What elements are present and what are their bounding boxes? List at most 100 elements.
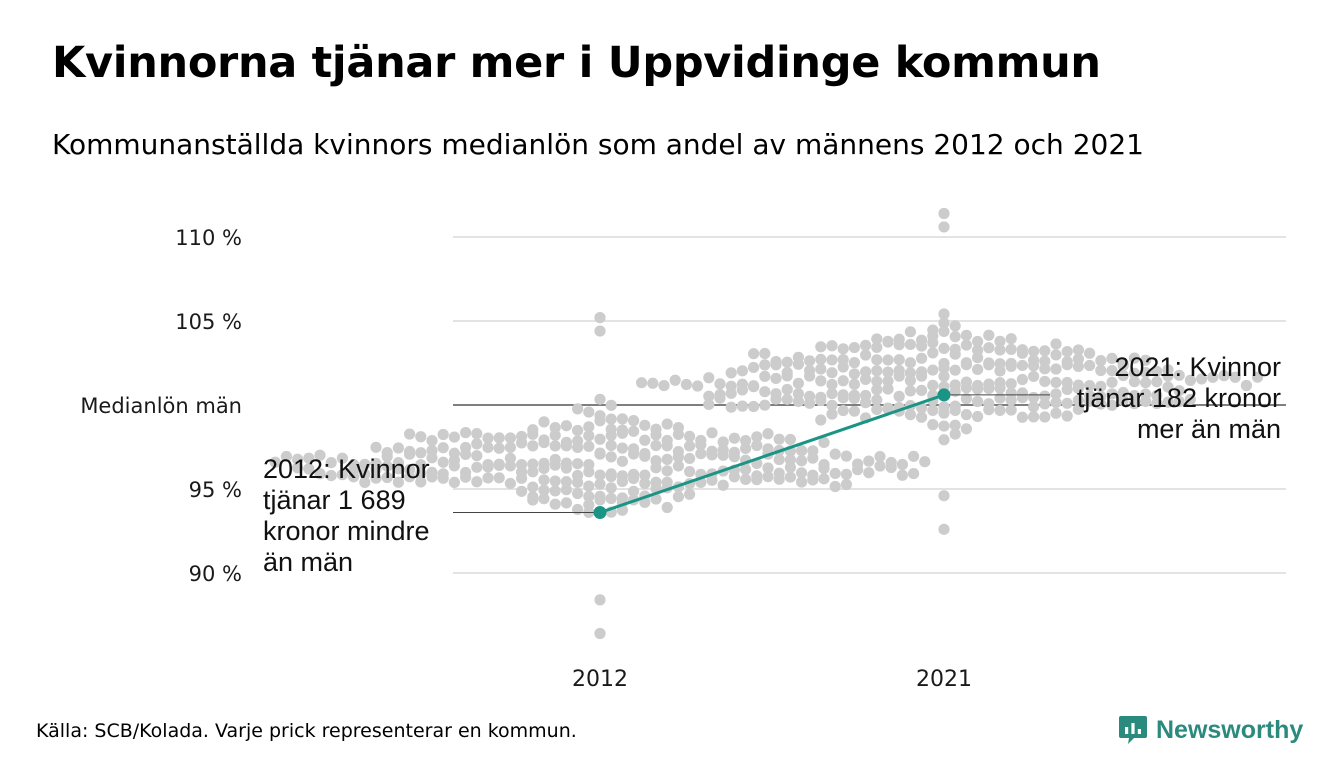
municipality-dot [1028,411,1040,423]
municipality-dot [1140,377,1152,389]
municipality-dot [919,456,931,468]
municipality-dot [1061,410,1073,422]
y-axis-labels: 110 % 105 % Medianlön män 95 % 90 % [80,226,242,586]
municipality-dot [1050,407,1062,419]
municipality-dot [882,375,894,387]
municipality-dot [938,308,950,320]
municipality-dot [628,485,640,497]
municipality-dot [740,463,752,476]
municipality-dot [325,469,337,482]
municipality-dot [460,471,472,483]
municipality-dot [871,333,883,345]
y-tick-label: 90 % [189,562,242,586]
municipality-dot [471,461,483,473]
municipality-dot [1039,398,1051,410]
municipality-dot [829,448,841,460]
municipality-dot [292,462,304,474]
municipality-dot [594,448,606,460]
municipality-dot [960,409,973,421]
municipality-dot [972,383,984,395]
municipality-dot [516,472,528,484]
municipality-dot [325,457,337,469]
municipality-dot [736,384,749,396]
municipality-dot [938,370,950,382]
municipality-dot [837,392,849,404]
municipality-dot [908,467,920,480]
municipality-dot [1072,344,1084,356]
municipality-dot [896,458,909,471]
municipality-dot [336,452,348,464]
municipality-dot [1039,363,1051,375]
municipality-dot [1095,398,1107,410]
municipality-dot [748,400,760,413]
municipality-dot [860,339,872,351]
municipality-dot [359,468,371,480]
municipality-dot [706,427,718,439]
municipality-dot [1095,380,1107,392]
municipality-dot [549,475,561,487]
municipality-dot [437,472,449,484]
municipality-dot [773,453,785,466]
municipality-dot [672,451,685,463]
annotation-2012: 2012: Kvinnor tjänar 1 689 kronor mindre än… [263,454,430,577]
municipality-dot [572,441,584,454]
municipality-dot [714,392,726,404]
municipality-dot [426,435,438,447]
municipality-dot [359,458,371,470]
highlight-line [599,393,945,514]
municipality-dot [661,418,673,430]
annotation-line: 2012: Kvinnor [263,454,430,484]
municipality-dot [938,420,950,432]
municipality-dot [796,445,808,457]
municipality-dot [1173,395,1185,408]
municipality-dot [538,462,550,475]
municipality-dot [792,388,805,400]
municipality-dot [759,370,771,382]
annotation-line: tjänar 1 689 [263,485,406,515]
municipality-dot [1106,376,1118,388]
municipality-dot [684,452,696,465]
municipality-dot [549,459,561,471]
municipality-dot [1005,343,1017,355]
municipality-dot [706,474,718,486]
municipality-dot [904,357,917,369]
municipality-dot [527,466,539,478]
municipality-dot [437,442,449,454]
municipality-dot [748,361,760,374]
municipality-dot [725,401,737,413]
municipality-dot [781,393,793,406]
municipality-dot [762,471,774,483]
municipality-dot [1140,395,1152,408]
y-tick-label: Medianlön män [80,394,242,418]
municipality-dot [1252,371,1264,383]
x-tick-label: 2021 [916,667,972,692]
municipality-dot [650,493,662,505]
municipality-dot [583,421,595,433]
municipality-dot [1050,376,1062,389]
municipality-dot [448,460,460,472]
municipality-dot [927,419,939,431]
municipality-dot [829,480,841,493]
municipality-dot [837,343,849,355]
municipality-dot [840,478,853,491]
municipality-dot [916,340,928,352]
municipality-dot [848,368,861,380]
municipality-dot [392,476,404,488]
municipality-dot [1151,365,1163,378]
municipality-dot [860,373,872,385]
municipality-dot [616,427,629,439]
municipality-dot [448,476,460,489]
municipality-dot [863,467,875,479]
municipality-dot [482,441,494,454]
municipality-dot [605,470,617,483]
municipality-dot [994,344,1006,356]
municipality-dot [885,461,897,474]
municipality-dot [292,453,304,465]
municipality-dot [762,428,774,440]
municipality-dot [781,383,793,396]
municipality-dot [482,461,494,473]
municipality-dot [415,476,427,488]
municipality-dot [1050,396,1062,409]
municipality-dot [818,462,830,475]
municipality-dot [848,405,861,417]
